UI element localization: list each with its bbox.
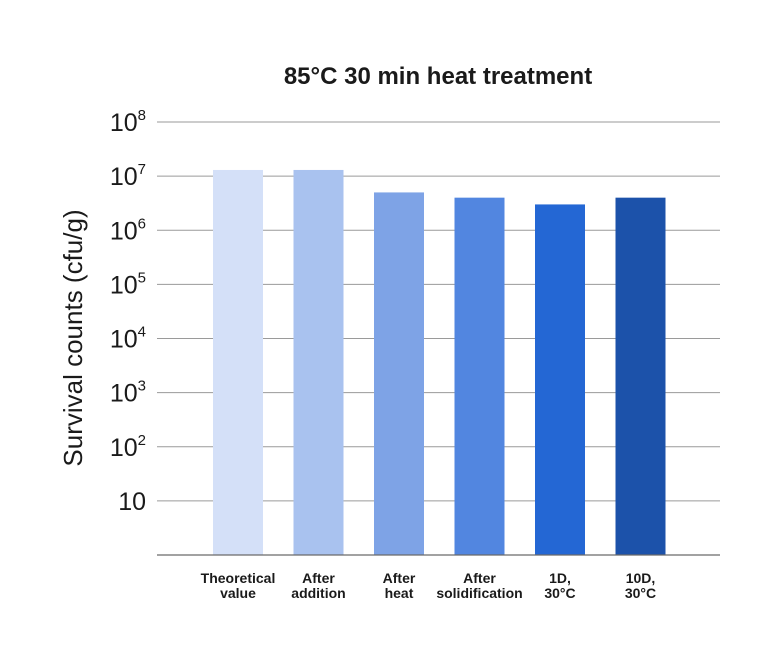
y-tick-label: 107 [110, 161, 146, 191]
x-tick-label: 10D, 30°C [625, 570, 656, 601]
x-tick-labels: Theoretical value After addition After heat Af… [201, 570, 656, 601]
chart-title: 85°C 30 min heat treatment [284, 63, 592, 90]
bar [615, 197, 666, 555]
y-tick-label: 108 [110, 107, 146, 137]
y-tick-label: 103 [110, 378, 146, 408]
bar [454, 197, 505, 555]
y-axis-label: Survival counts (cfu/g) [58, 209, 88, 466]
x-tick-label: After addition [291, 570, 345, 601]
bars [213, 169, 666, 555]
y-tick-label: 102 [110, 432, 146, 462]
y-tick-labels: 10 102 103 104 105 106 107 108 [110, 107, 146, 516]
x-tick-label: 1D, 30°C [544, 570, 575, 601]
bar [374, 192, 424, 555]
bar [293, 169, 344, 555]
y-tick-label: 105 [110, 269, 146, 299]
y-tick-label: 10 [118, 488, 146, 516]
x-tick-label: After heat [383, 570, 416, 601]
y-tick-label: 106 [110, 215, 146, 245]
x-tick-label: Theoretical value [201, 570, 276, 601]
bar [213, 169, 263, 555]
x-tick-label: After solidification [436, 570, 522, 601]
y-tick-label: 104 [110, 324, 146, 354]
bar [535, 204, 585, 555]
